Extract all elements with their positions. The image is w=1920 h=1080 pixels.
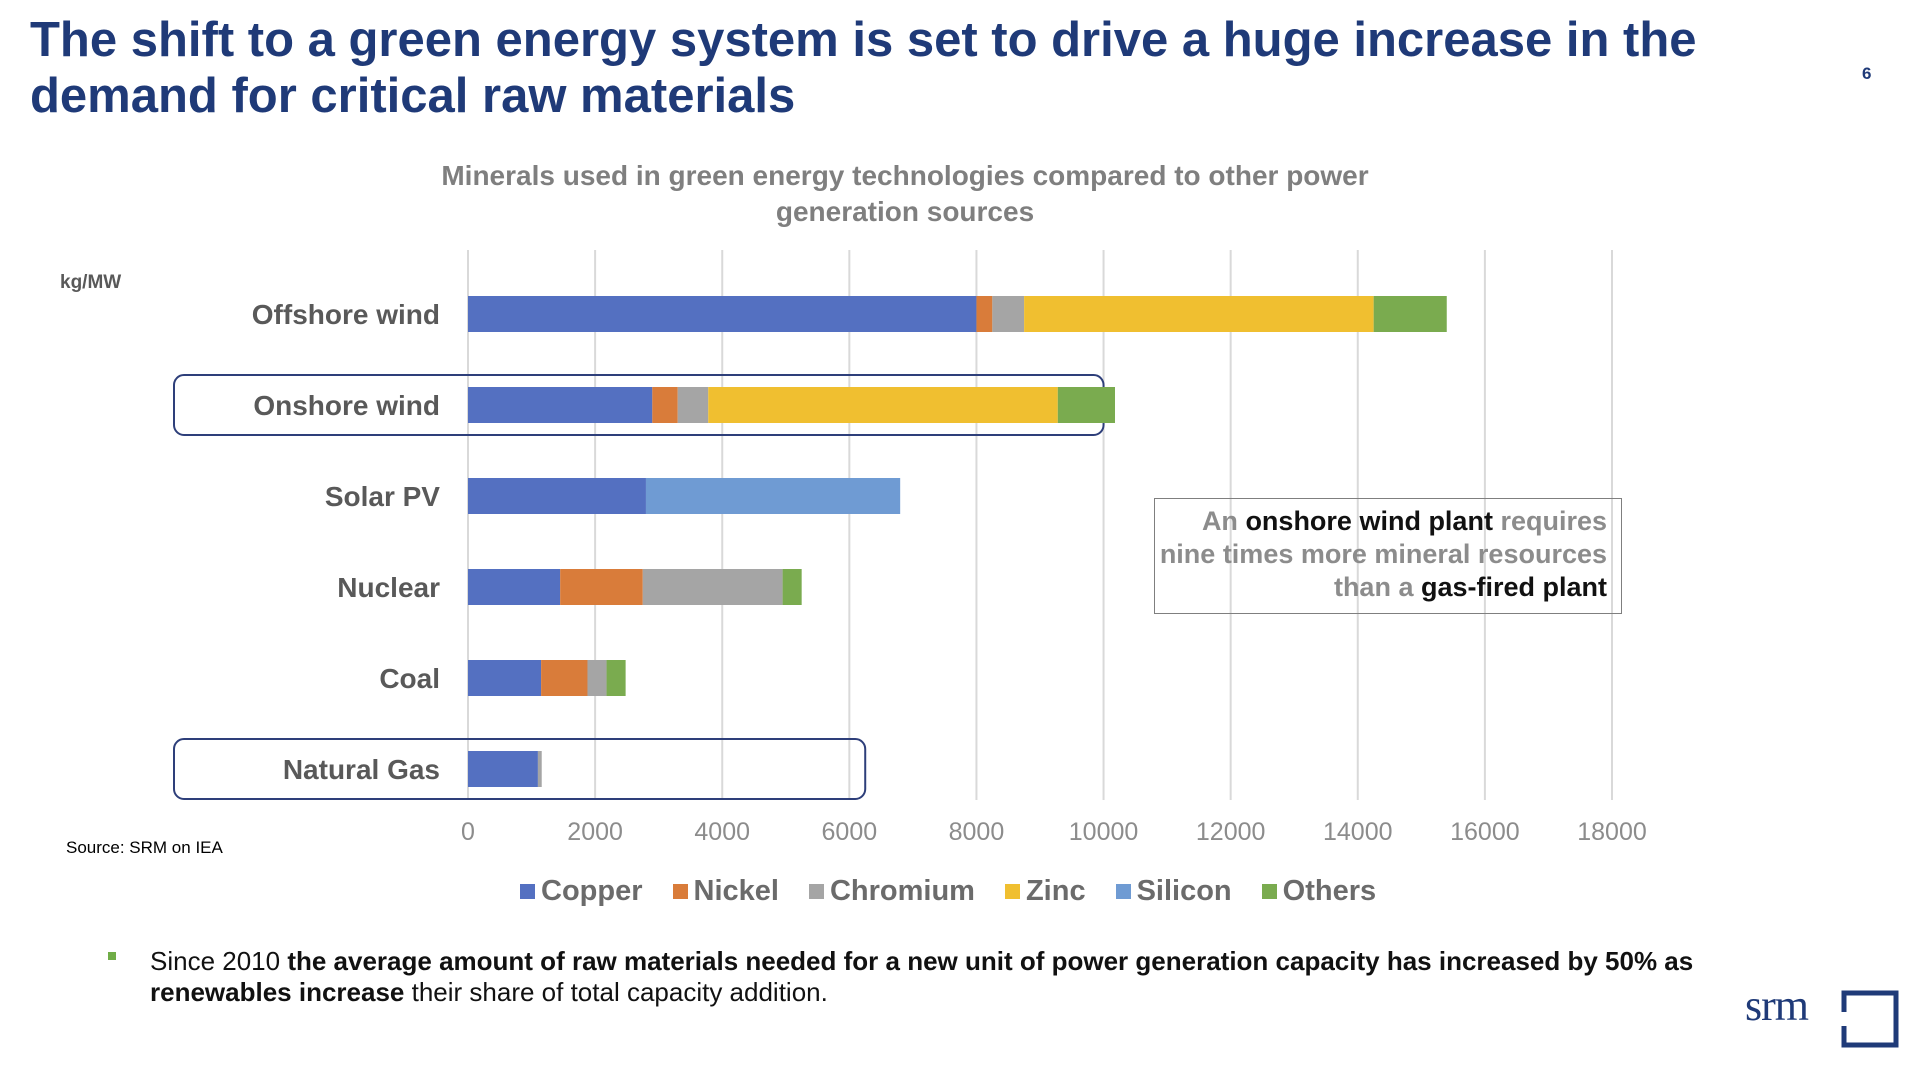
legend-item-silicon: Silicon (1115, 875, 1232, 908)
callout-box: An onshore wind plant requires nine time… (1154, 498, 1622, 614)
callout-emphasis-gas: gas-fired plant (1420, 572, 1607, 602)
bar-segment-chromium (642, 569, 783, 605)
bar-segment-copper (468, 569, 561, 605)
x-tick-label: 10000 (1069, 818, 1139, 846)
footnote: Since 2010 the average amount of raw mat… (150, 946, 1710, 1008)
legend-label: Nickel (693, 875, 779, 907)
x-tick-label: 12000 (1196, 818, 1266, 846)
callout-text-2: requires nine times more mineral resourc… (1159, 506, 1607, 602)
legend-item-copper: Copper (520, 875, 643, 908)
legend-label: Copper (541, 875, 643, 907)
highlight-box (173, 738, 867, 800)
bar-chart: 0 2000 4000 6000 8000 10000 12000 14000 16000 180… (173, 250, 1647, 846)
bar-segment-copper (468, 387, 653, 423)
category-label: Solar PV (325, 481, 440, 512)
legend-label: Others (1282, 875, 1377, 907)
chart-title: Minerals used in green energy technologi… (441, 160, 1369, 227)
x-tick-label: 4000 (694, 818, 750, 846)
bar-segment-nickel (560, 569, 643, 605)
legend-label: Silicon (1136, 875, 1232, 907)
source-note: Source: SRM on IEA (66, 838, 223, 857)
legend-swatch (520, 884, 535, 899)
x-tick-label: 0 (461, 818, 475, 846)
bar-segment-others (606, 660, 626, 696)
category-label: Nuclear (337, 572, 440, 603)
page-number: 6 (1862, 64, 1872, 83)
category-label: Coal (379, 663, 440, 694)
legend-swatch (1004, 884, 1020, 899)
slide-title: The shift to a green energy system is se… (30, 13, 1697, 123)
bar-segment-nickel (652, 387, 678, 423)
x-tick-label: 8000 (949, 818, 1005, 846)
bar-segment-chromium (587, 660, 607, 696)
legend-label: Zinc (1025, 875, 1086, 907)
category-label: Natural Gas (283, 754, 440, 785)
logo-square-icon (1841, 990, 1899, 1048)
bar-segment-chromium (677, 387, 709, 423)
x-tick-label: 6000 (822, 818, 878, 846)
legend-swatch (1261, 884, 1277, 899)
bar-segment-chromium (537, 751, 542, 787)
bar-segment-copper (468, 660, 542, 696)
bar-segment-others (1057, 387, 1115, 423)
bar-segment-zinc (708, 387, 1058, 423)
bar-segment-chromium (992, 296, 1025, 332)
bar-segment-copper (468, 751, 538, 787)
bullet-icon (108, 952, 120, 960)
x-tick-label: 2000 (567, 818, 623, 846)
x-tick-label: 14000 (1323, 818, 1393, 846)
footnote-bold: the average amount of raw materials need… (150, 946, 1694, 1007)
legend-swatch (808, 884, 824, 899)
bar-segment-copper (468, 478, 646, 514)
legend-label: Chromium (829, 875, 975, 907)
legend-swatch (672, 884, 688, 899)
legend-item-nickel: Nickel (672, 875, 779, 908)
legend-swatch (1115, 884, 1131, 899)
callout-emphasis-onshore: onshore wind plant (1245, 506, 1493, 536)
bar-segment-silicon (645, 478, 901, 514)
chart-legend: Copper Nickel Chromium Zinc Silicon Others (520, 875, 1376, 908)
bar-segment-others (1373, 296, 1447, 332)
footnote-lead: Since 2010 (150, 946, 288, 976)
bar-segment-copper (468, 296, 977, 332)
x-tick-label: 18000 (1577, 818, 1647, 846)
bar-segment-zinc (1024, 296, 1374, 332)
unit-label: kg/MW (60, 272, 122, 293)
callout-text-1: An (1201, 506, 1246, 536)
category-label: Onshore wind (253, 390, 440, 421)
x-tick-label: 16000 (1450, 818, 1520, 846)
logo-text: srm (1745, 981, 1809, 1030)
footnote-tail: their share of total capacity addition. (404, 977, 828, 1007)
legend-item-chromium: Chromium (808, 875, 975, 908)
legend-item-others: Others (1261, 875, 1377, 908)
bar-segment-nickel (976, 296, 993, 332)
bar-segment-others (782, 569, 802, 605)
bar-segment-nickel (541, 660, 588, 696)
legend-item-zinc: Zinc (1004, 875, 1086, 908)
category-label: Offshore wind (252, 299, 440, 330)
